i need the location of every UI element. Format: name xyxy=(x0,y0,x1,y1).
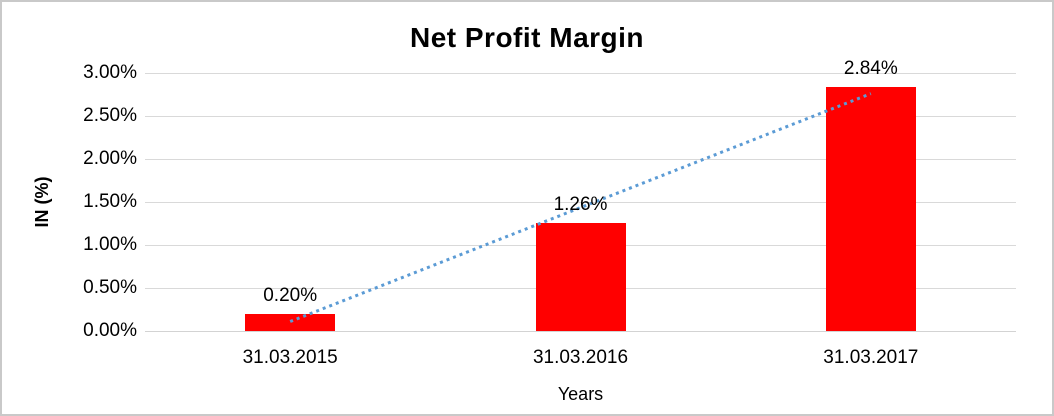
chart-title: Net Profit Margin xyxy=(409,22,645,53)
trendline-svg xyxy=(289,92,872,323)
trendline xyxy=(289,92,872,323)
y-tick-label: 1.00% xyxy=(83,234,137,255)
bar-value-label: 0.20% xyxy=(263,284,318,306)
bar-value-label: 1.26% xyxy=(553,193,608,215)
x-tick-label: 31.03.2015 xyxy=(242,347,338,368)
gridline xyxy=(145,202,1016,203)
y-tick-label: 0.00% xyxy=(83,320,137,341)
y-tick-label: 2.50% xyxy=(83,105,137,126)
gridline xyxy=(145,159,1016,160)
x-tick-label: 31.03.2017 xyxy=(823,347,919,368)
y-tick-label: 3.00% xyxy=(83,62,137,83)
x-axis-title: Years xyxy=(557,384,604,404)
bar xyxy=(825,86,916,331)
gridline xyxy=(145,116,1016,117)
x-axis-tick-row: 31.03.2015 31.03.2016 31.03.2017 xyxy=(145,347,1016,369)
gridline xyxy=(145,331,1016,332)
x-tick-label: 31.03.2016 xyxy=(532,347,629,368)
bar-value-label: 2.84% xyxy=(843,57,898,79)
y-tick-label: 2.00% xyxy=(83,148,137,169)
y-tick-label: 1.50% xyxy=(83,191,137,212)
plot-area: 0.20% 1.26% 2.84% xyxy=(145,58,1016,332)
gridline xyxy=(145,73,1016,74)
bar xyxy=(245,313,336,331)
y-tick-label: 0.50% xyxy=(83,277,137,298)
bar xyxy=(535,222,626,331)
